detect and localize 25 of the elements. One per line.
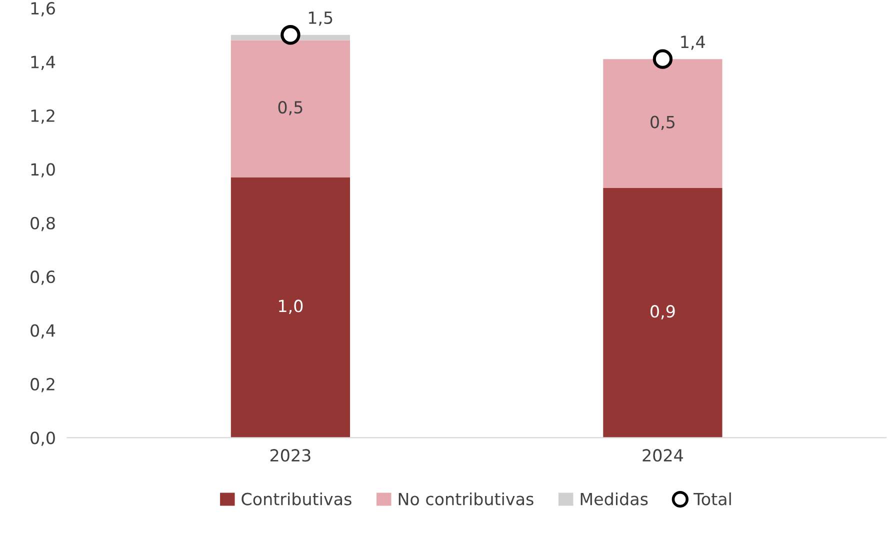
- y-tick-label: 0,8: [30, 216, 55, 232]
- bar: [603, 59, 722, 188]
- x-tick-label: 2023: [270, 449, 310, 462]
- y-tick-label: 1,6: [31, 2, 55, 16]
- legend-label: Total: [693, 492, 731, 506]
- x-tick-label: 2024: [642, 449, 683, 462]
- data-label: 0,9: [650, 305, 675, 320]
- data-label: 1,0: [279, 300, 303, 314]
- y-tick-label: 0,6: [30, 270, 55, 285]
- y-tick-label: 0,0: [30, 432, 55, 446]
- data-label: 0,5: [650, 116, 675, 130]
- y-tick-label: 1,0: [31, 163, 55, 178]
- y-tick-label: 1,4: [31, 56, 56, 70]
- data-label: 1,4: [681, 36, 705, 50]
- bar: [230, 40, 350, 178]
- legend-label: No contributivas: [398, 492, 534, 506]
- data-label: 1,5: [308, 12, 332, 26]
- bar: [603, 188, 722, 438]
- bar: [230, 177, 350, 438]
- legend-label: Medidas: [580, 492, 648, 506]
- y-tick-label: 0,4: [30, 324, 56, 339]
- y-tick-label: 0,2: [30, 378, 54, 392]
- y-tick-label: 1,2: [31, 109, 54, 124]
- legend-label: Contributivas: [242, 492, 352, 506]
- data-label: 0,5: [278, 100, 302, 116]
